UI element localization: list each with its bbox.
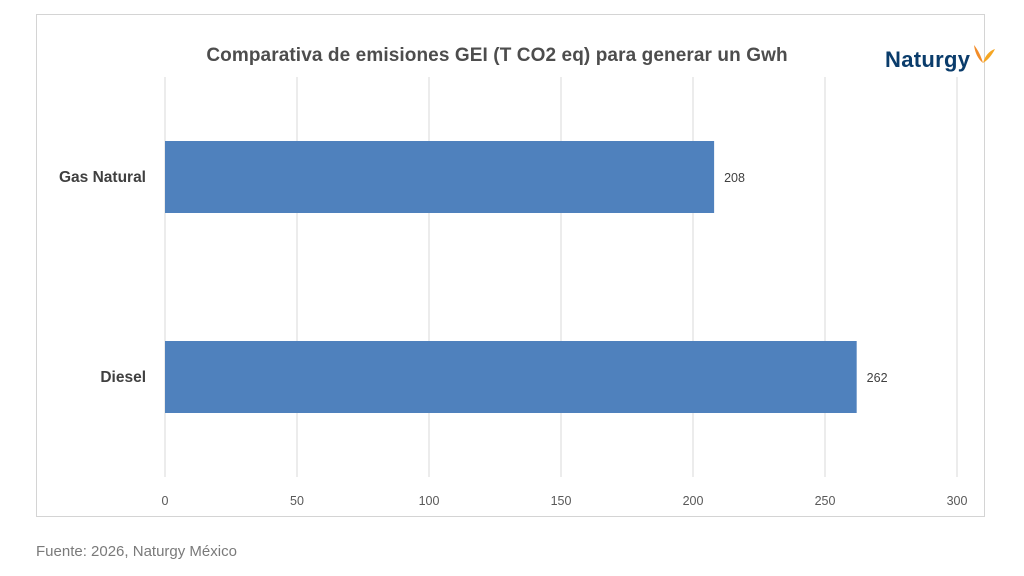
x-tick-label: 250 bbox=[815, 494, 836, 508]
chart-frame: 0 50 100 150 200 250 300 Gas Natural 208 Diesel 26… bbox=[36, 14, 996, 517]
naturgy-butterfly-icon bbox=[974, 45, 996, 63]
x-tick-label: 150 bbox=[551, 494, 572, 508]
category-label: Diesel bbox=[100, 369, 146, 386]
bar bbox=[165, 141, 715, 213]
x-tick-label: 0 bbox=[162, 494, 169, 508]
x-tick-label: 300 bbox=[947, 494, 968, 508]
data-label: 262 bbox=[867, 371, 888, 385]
bar bbox=[165, 341, 857, 413]
x-tick-label: 100 bbox=[419, 494, 440, 508]
brand-logo: Naturgy bbox=[885, 43, 997, 77]
x-tick-label: 50 bbox=[290, 494, 304, 508]
chart-title: Comparativa de emisiones GEI (T CO2 eq) … bbox=[206, 45, 788, 66]
x-tick-label: 200 bbox=[683, 494, 704, 508]
data-label: 208 bbox=[724, 171, 745, 185]
chart-plot: 0 50 100 150 200 250 300 Gas Natural 208 Diesel 26… bbox=[59, 77, 968, 508]
brand-name: Naturgy bbox=[885, 47, 971, 72]
source-note: Fuente: 2026, Naturgy México bbox=[36, 543, 237, 560]
category-label: Gas Natural bbox=[59, 169, 146, 186]
